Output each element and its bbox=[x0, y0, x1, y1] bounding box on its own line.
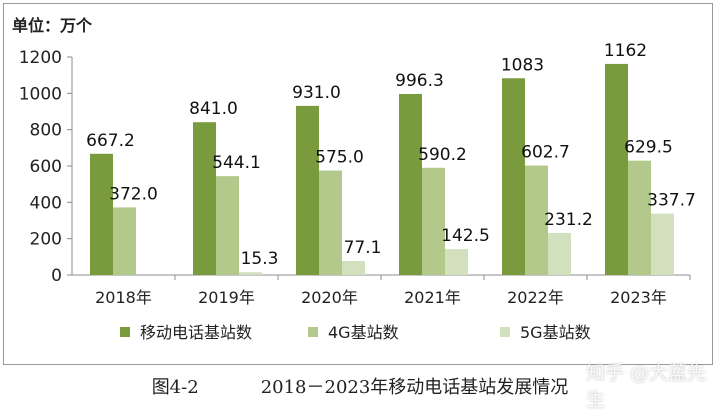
bar bbox=[548, 232, 571, 275]
legend-label: 移动电话基站数 bbox=[140, 323, 252, 342]
data-label: 337.7 bbox=[647, 191, 696, 211]
data-label: 590.2 bbox=[418, 145, 467, 165]
bar bbox=[422, 167, 445, 275]
bar bbox=[502, 78, 525, 275]
bar bbox=[193, 122, 216, 276]
bar bbox=[399, 94, 422, 276]
x-tick-label: 2020年 bbox=[301, 288, 358, 307]
data-label: 15.3 bbox=[241, 249, 279, 269]
x-tick-label: 2022年 bbox=[507, 288, 564, 307]
y-tick-label: 800 bbox=[30, 121, 62, 141]
data-label: 231.2 bbox=[544, 210, 593, 230]
figure-number: 图4-2 bbox=[151, 377, 199, 398]
watermark: 知乎 @大蓝先生 bbox=[586, 362, 707, 411]
data-label: 1083 bbox=[501, 55, 544, 75]
x-tick-label: 2019年 bbox=[198, 288, 255, 307]
legend-swatch bbox=[308, 327, 318, 337]
bar bbox=[239, 272, 262, 275]
x-tick-label: 2021年 bbox=[404, 288, 461, 307]
y-tick-label: 1000 bbox=[19, 84, 62, 104]
figure-caption: 图4-2 2018－2023年移动电话基站发展情况 bbox=[0, 373, 720, 399]
legend-swatch bbox=[500, 327, 510, 337]
data-label: 667.2 bbox=[86, 131, 135, 151]
bar bbox=[525, 165, 548, 275]
bar-chart: 单位：万个 0 200 400 600 800 1000 1200 2018年 2019年 2020… bbox=[12, 16, 696, 342]
bar bbox=[90, 153, 113, 275]
data-label: 629.5 bbox=[624, 138, 673, 158]
unit-label: 单位：万个 bbox=[12, 16, 93, 35]
legend-label: 4G基站数 bbox=[328, 323, 399, 342]
data-label: 841.0 bbox=[189, 99, 238, 119]
x-tick-label: 2023年 bbox=[610, 288, 667, 307]
bar bbox=[296, 105, 319, 275]
y-tick-label: 1200 bbox=[19, 48, 62, 68]
bar bbox=[628, 160, 651, 275]
chart-frame bbox=[3, 3, 713, 365]
y-tick-label: 600 bbox=[30, 157, 62, 177]
bar bbox=[113, 207, 136, 275]
x-tick-label: 2018年 bbox=[95, 288, 152, 307]
data-label: 931.0 bbox=[292, 83, 341, 103]
bar bbox=[342, 260, 365, 275]
bar bbox=[216, 176, 239, 275]
y-tick-label: 0 bbox=[51, 266, 62, 286]
data-label: 996.3 bbox=[395, 71, 444, 91]
data-label: 575.0 bbox=[315, 148, 364, 168]
data-label: 372.0 bbox=[109, 184, 158, 204]
bar bbox=[319, 170, 342, 275]
y-tick-label: 400 bbox=[30, 193, 62, 213]
data-label: 602.7 bbox=[521, 143, 570, 163]
data-label: 544.1 bbox=[212, 153, 261, 173]
data-label: 142.5 bbox=[441, 226, 490, 246]
y-tick-label: 200 bbox=[30, 230, 62, 250]
figure-title: 2018－2023年移动电话基站发展情况 bbox=[260, 377, 569, 398]
data-label: 1162 bbox=[604, 41, 647, 61]
bar bbox=[651, 213, 674, 275]
bar bbox=[445, 249, 468, 275]
bar bbox=[605, 63, 628, 275]
legend-swatch bbox=[120, 327, 130, 337]
legend-label: 5G基站数 bbox=[520, 323, 591, 342]
data-label: 77.1 bbox=[344, 238, 382, 258]
